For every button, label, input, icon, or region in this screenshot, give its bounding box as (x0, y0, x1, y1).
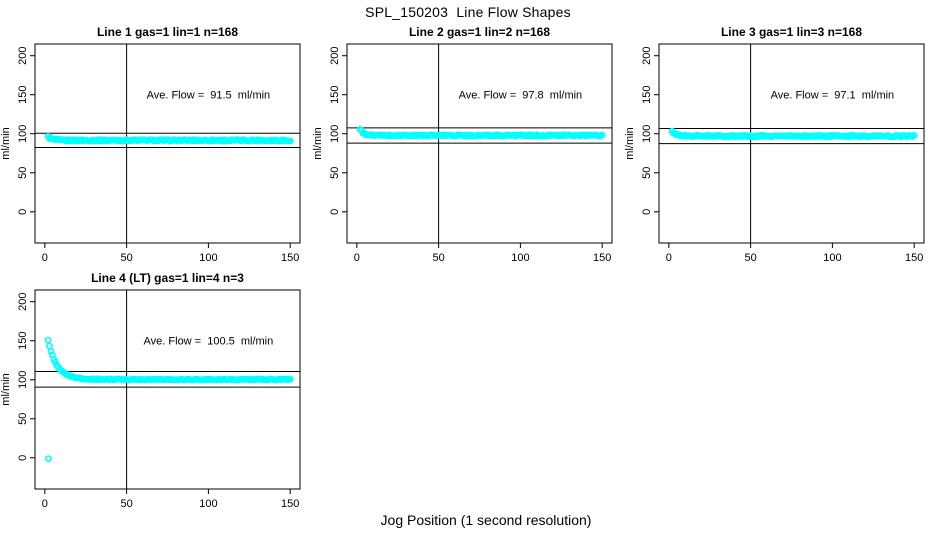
plot-box (34, 289, 301, 490)
x-tick-label: 50 (120, 498, 132, 510)
panel-2: 0 50 100 150 0 50 100 150 200 ml/min Line 2 gas=1 … (312, 25, 613, 264)
data-point (51, 358, 59, 366)
panel-3: 0 50 100 150 0 50 100 150 200 ml/min Line 3 gas=1 … (624, 25, 925, 264)
y-tick-label: 0 (17, 455, 29, 461)
y-axis-label: ml/min (0, 373, 12, 405)
x-tick-label: 150 (281, 498, 299, 510)
y-axis-label: ml/min (0, 127, 12, 159)
data-point (286, 137, 294, 145)
x-tick-label: 50 (120, 252, 132, 264)
x-tick-label: 150 (593, 252, 611, 264)
x-tick-label: 150 (905, 252, 923, 264)
data-point (46, 342, 53, 350)
annotation-ave-flow: Ave. Flow = 100.5 ml/min (144, 336, 274, 348)
x-tick-label: 50 (432, 252, 444, 264)
x-tick-label: 50 (744, 252, 756, 264)
y-tick-label: 200 (17, 293, 29, 311)
data-point (47, 347, 55, 355)
y-tick-label: 200 (329, 47, 341, 65)
panel-title: Line 3 gas=1 lin=3 n=168 (721, 25, 862, 39)
data-point (286, 375, 294, 383)
figure-title: SPL_150203 Line Flow Shapes (365, 4, 571, 20)
panel-title: Line 2 gas=1 lin=2 n=168 (409, 25, 550, 39)
annotation-ave-flow: Ave. Flow = 97.1 ml/min (771, 90, 895, 102)
plot-box (34, 43, 301, 244)
annotation-ave-flow: Ave. Flow = 91.5 ml/min (147, 90, 271, 102)
y-tick-label: 100 (17, 371, 29, 389)
y-tick-label: 50 (17, 413, 29, 425)
y-tick-label: 50 (17, 167, 29, 179)
y-tick-label: 150 (17, 86, 29, 104)
x-axis-caption: Jog Position (1 second resolution) (380, 512, 592, 528)
x-tick-label: 0 (666, 252, 672, 264)
y-tick-label: 100 (329, 125, 341, 143)
data-point (44, 336, 52, 344)
x-tick-label: 0 (354, 252, 360, 264)
x-tick-label: 0 (42, 498, 48, 510)
y-tick-label: 200 (641, 47, 653, 65)
y-tick-label: 100 (641, 125, 653, 143)
y-tick-label: 0 (17, 209, 29, 215)
panel-1: 0 50 100 150 0 50 100 150 200 ml/min Line 1 gas=1 … (0, 25, 301, 264)
x-tick-label: 100 (199, 498, 217, 510)
x-tick-label: 100 (823, 252, 841, 264)
y-tick-label: 100 (17, 125, 29, 143)
y-tick-label: 50 (329, 167, 341, 179)
data-point (910, 131, 918, 139)
panel-4: 0 50 100 150 0 50 100 150 200 ml/min Line 4 (LT) g… (0, 271, 301, 510)
panel-title: Line 4 (LT) gas=1 lin=4 n=3 (91, 271, 244, 285)
y-tick-label: 150 (641, 86, 653, 104)
y-tick-label: 0 (329, 209, 341, 215)
x-tick-label: 150 (281, 252, 299, 264)
outlier-point (45, 455, 52, 462)
y-axis-label: ml/min (312, 127, 324, 159)
panel-title: Line 1 gas=1 lin=1 n=168 (97, 25, 238, 39)
y-tick-label: 150 (17, 332, 29, 350)
y-tick-label: 200 (17, 47, 29, 65)
data-point (598, 131, 606, 139)
y-axis-label: ml/min (624, 127, 636, 159)
annotation-ave-flow: Ave. Flow = 97.8 ml/min (459, 90, 583, 102)
y-tick-label: 50 (641, 167, 653, 179)
x-tick-label: 0 (42, 252, 48, 264)
y-tick-label: 150 (329, 86, 341, 104)
y-tick-label: 0 (641, 209, 653, 215)
x-tick-label: 100 (511, 252, 529, 264)
x-tick-label: 100 (199, 252, 217, 264)
